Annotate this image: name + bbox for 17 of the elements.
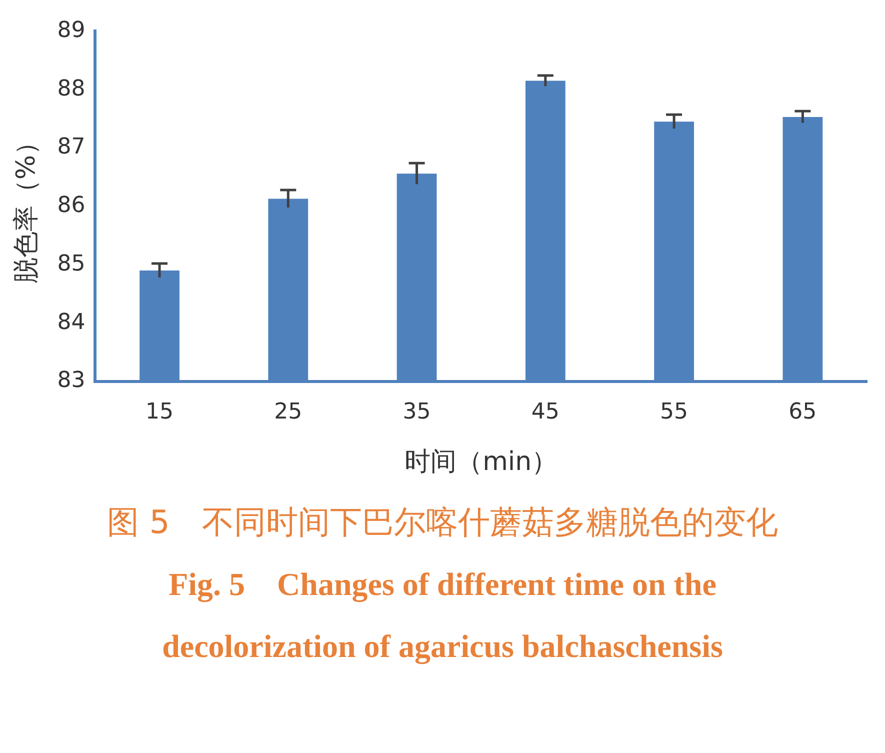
x-tick-label: 35	[402, 399, 431, 424]
y-tick-label: 86	[57, 193, 86, 218]
y-axis-title: 脱色率（%）	[11, 128, 42, 284]
x-tick-label: 25	[274, 399, 302, 424]
x-tick-label: 45	[531, 399, 560, 424]
y-tick-label: 89	[57, 18, 86, 43]
y-tick-label: 88	[57, 76, 86, 102]
caption: Fig. 5 Changes of different time on the decolorization of agaricus balchaschensis	[161, 565, 724, 666]
y-tick-label: 85	[57, 251, 86, 276]
y-tick-label: 84	[57, 310, 86, 335]
y-tick-label: 83	[57, 368, 86, 394]
x-axis-title: 时间（min）	[404, 447, 558, 478]
y-tick-label: 87	[57, 134, 86, 160]
x-tick-label: 65	[788, 399, 817, 424]
x-tick-label: 15	[146, 399, 174, 424]
caption: 图 5 不同时间下巴尔喀什蘑菇多糖脱色的变化	[106, 502, 779, 543]
x-tick-label: 55	[660, 399, 688, 424]
